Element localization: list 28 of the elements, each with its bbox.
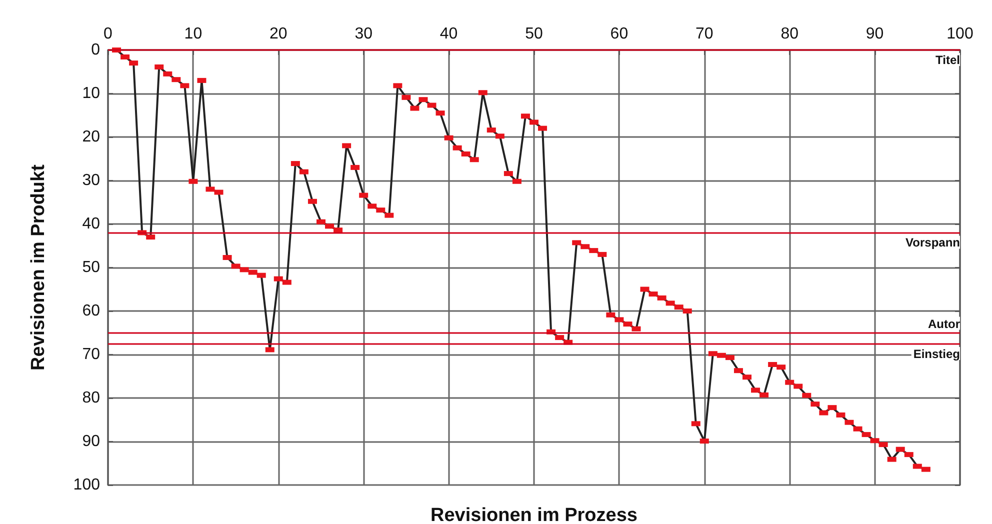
x-tick-label: 10 [184,26,202,42]
x-tick-label: 100 [946,26,974,42]
y-tick-label: 70 [82,346,100,363]
x-tick-label: 40 [440,26,458,42]
y-tick-label: 20 [82,128,100,146]
y-tick-label: 50 [82,259,100,276]
x-tick-label: 90 [866,26,884,42]
x-tick-label: 30 [354,26,373,42]
x-tick-label: 70 [696,26,714,42]
y-tick-label: 0 [91,42,100,58]
y-tick-label: 60 [82,302,100,320]
ref-line-label: Titel [936,53,960,67]
x-tick-label: 20 [270,26,288,42]
ref-line-label: Vorspann [906,236,960,250]
x-tick-label: 80 [780,26,799,42]
x-tick-label: 0 [104,26,113,42]
y-tick-label: 30 [82,172,100,189]
x-axis-title: Revisionen im Prozess [430,505,638,524]
y-axis-title: Revisionen im Produkt [28,164,49,370]
x-tick-label: 60 [610,26,628,42]
y-tick-label: 90 [82,433,100,450]
y-tick-label: 40 [82,216,100,232]
ref-line-label: Autor [928,316,960,331]
y-tick-label: 80 [82,390,100,406]
y-tick-label: 100 [73,476,100,494]
ref-line-label: Einstieg [913,347,960,362]
y-tick-label: 10 [82,85,100,102]
x-tick-label: 50 [525,26,543,42]
